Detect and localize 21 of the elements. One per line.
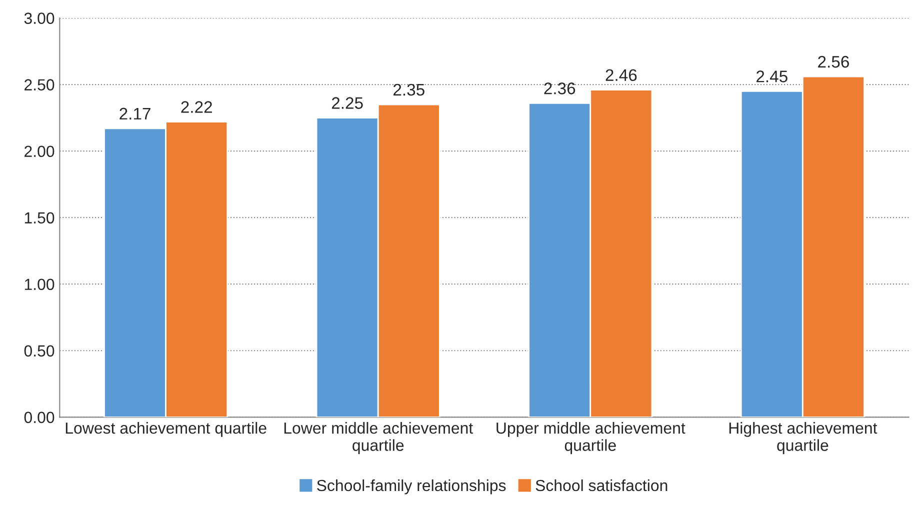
x-tick-label: Lower middle achievement quartile (284, 422, 473, 454)
x-tick-label: Highest achievement quartile (729, 422, 878, 454)
y-tick-label: 3.00 (24, 12, 54, 24)
data-label: 2.45 (756, 70, 788, 82)
data-label: 2.35 (394, 84, 424, 96)
y-tick-label: 0.50 (24, 345, 54, 357)
legend-label: School-family relationships (317, 479, 506, 494)
data-label: 2.17 (120, 108, 150, 120)
y-tick-label: 0.00 (24, 412, 54, 424)
data-label: 2.46 (606, 69, 637, 82)
legend-label: School satisfaction (536, 479, 668, 492)
data-label: 2.25 (332, 97, 363, 109)
x-tick-label: Lowest achievement quartile (66, 422, 266, 437)
data-label: 2.22 (181, 101, 212, 113)
y-tick-label: 1.50 (24, 212, 54, 224)
y-tick-label: 2.50 (24, 79, 54, 90)
y-tick-label: 2.00 (24, 146, 54, 158)
x-tick-label: Upper middle achievement quartile (496, 422, 686, 454)
data-label: 2.36 (544, 82, 576, 94)
y-tick-label: 1.00 (24, 278, 54, 290)
data-label: 2.56 (818, 56, 849, 68)
